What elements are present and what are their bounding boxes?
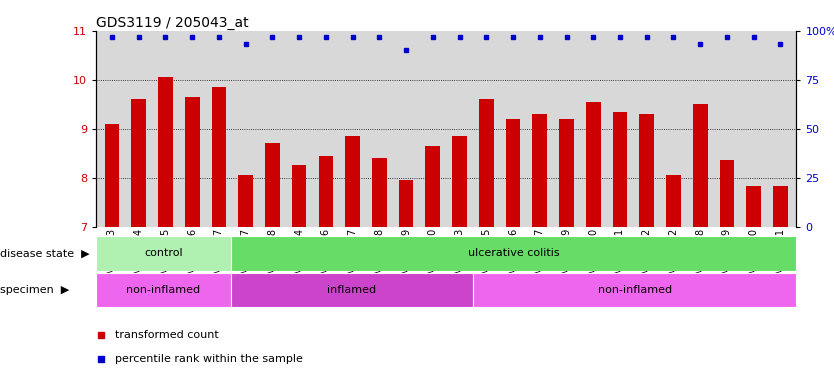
Bar <box>720 161 734 227</box>
Bar <box>292 166 306 227</box>
Bar <box>640 114 654 227</box>
Bar <box>479 99 494 227</box>
Bar <box>158 77 173 227</box>
Text: transformed count: transformed count <box>115 331 219 341</box>
Text: disease state  ▶: disease state ▶ <box>0 248 89 258</box>
Bar <box>773 186 788 227</box>
Bar <box>96 273 231 307</box>
Bar <box>104 124 119 227</box>
Bar <box>231 273 473 307</box>
Bar <box>231 236 796 271</box>
Text: GDS3119 / 205043_at: GDS3119 / 205043_at <box>96 16 249 30</box>
Text: control: control <box>144 248 183 258</box>
Bar <box>473 273 796 307</box>
Bar <box>345 136 360 227</box>
Bar <box>185 97 199 227</box>
Text: ulcerative colitis: ulcerative colitis <box>468 248 560 258</box>
Text: specimen  ▶: specimen ▶ <box>0 285 69 295</box>
Bar <box>96 236 231 271</box>
Bar <box>613 111 627 227</box>
Bar <box>372 158 387 227</box>
Text: inflamed: inflamed <box>327 285 376 295</box>
Bar <box>399 180 414 227</box>
Bar <box>505 119 520 227</box>
Bar <box>452 136 467 227</box>
Bar <box>746 186 761 227</box>
Bar <box>586 102 600 227</box>
Bar <box>239 175 253 227</box>
Bar <box>693 104 707 227</box>
Text: non-inflamed: non-inflamed <box>598 285 672 295</box>
Bar <box>319 156 334 227</box>
Bar <box>666 175 681 227</box>
Bar <box>131 99 146 227</box>
Bar <box>265 143 279 227</box>
Text: percentile rank within the sample: percentile rank within the sample <box>115 354 303 364</box>
Bar <box>532 114 547 227</box>
Bar <box>559 119 574 227</box>
Text: non-inflamed: non-inflamed <box>126 285 200 295</box>
Bar <box>425 146 440 227</box>
Bar <box>212 87 226 227</box>
